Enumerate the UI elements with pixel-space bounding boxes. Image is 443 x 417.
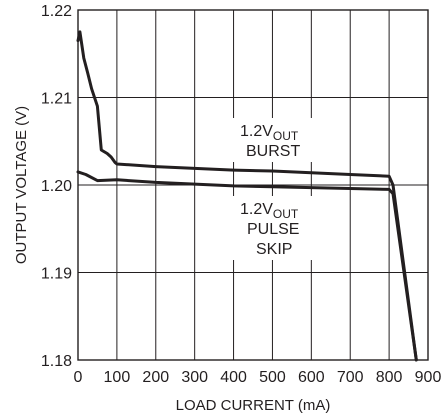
annotation-burst: 1.2VOUT BURST xyxy=(232,118,314,162)
y-tick-label: 1.22 xyxy=(41,3,72,20)
plot-frame xyxy=(77,9,429,361)
series-line-1 xyxy=(76,30,418,362)
x-tick-label: 0 xyxy=(74,369,83,386)
x-tick-label: 400 xyxy=(220,369,247,386)
x-axis-ticks: 0 100 200 300 400 500 600 700 800 900 xyxy=(74,369,442,386)
y-tick-label: 1.21 xyxy=(41,91,72,108)
y-tick-label: 1.20 xyxy=(41,178,72,195)
x-tick-label: 600 xyxy=(298,369,325,386)
annotation-pulse-line2: PULSE xyxy=(247,221,299,238)
annotation-burst-line2: BURST xyxy=(246,143,300,160)
x-tick-label: 500 xyxy=(259,369,286,386)
x-tick-label: 800 xyxy=(376,369,403,386)
annotation-pulse-skip: 1.2VOUT PULSE SKIP xyxy=(232,196,314,260)
x-tick-label: 100 xyxy=(104,369,131,386)
x-tick-label: 300 xyxy=(181,369,208,386)
x-tick-label: 700 xyxy=(337,369,364,386)
x-axis-label: LOAD CURRENT (mA) xyxy=(176,397,331,414)
series-group xyxy=(76,30,418,362)
annotation-burst-line1: 1.2VOUT xyxy=(240,123,299,143)
annotation-pulse-line1: 1.2VOUT xyxy=(240,201,299,221)
annotation-pulse-line3: SKIP xyxy=(256,241,292,258)
y-axis-label: OUTPUT VOLTAGE (V) xyxy=(13,106,30,264)
series-line-2 xyxy=(76,170,418,362)
annotation-burst-bg xyxy=(232,118,314,162)
y-axis-ticks: 1.18 1.19 1.20 1.21 1.22 xyxy=(41,3,72,370)
x-tick-label: 200 xyxy=(142,369,169,386)
annotation-pulse-bg xyxy=(232,196,314,260)
y-tick-label: 1.18 xyxy=(41,353,72,370)
x-tick-label: 900 xyxy=(415,369,442,386)
y-tick-label: 1.19 xyxy=(41,266,72,283)
